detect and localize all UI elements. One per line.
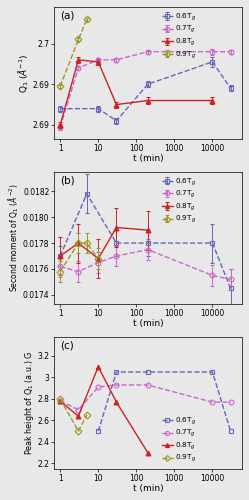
Legend: 0.6T$_g$, 0.7T$_g$, 0.8T$_g$, 0.9T$_g$: 0.6T$_g$, 0.7T$_g$, 0.8T$_g$, 0.9T$_g$	[161, 176, 197, 226]
Y-axis label: Q$_1$ ($\AA^{-1}$): Q$_1$ ($\AA^{-1}$)	[17, 54, 31, 92]
Legend: 0.6T$_g$, 0.7T$_g$, 0.8T$_g$, 0.9T$_g$: 0.6T$_g$, 0.7T$_g$, 0.8T$_g$, 0.9T$_g$	[161, 10, 197, 61]
Text: (b): (b)	[60, 176, 75, 186]
X-axis label: t (min): t (min)	[133, 484, 164, 493]
Y-axis label: Second moment of Q$_1$ ($\AA^{-2}$): Second moment of Q$_1$ ($\AA^{-2}$)	[7, 184, 21, 292]
X-axis label: t (min): t (min)	[133, 154, 164, 164]
Text: (c): (c)	[60, 340, 74, 350]
Y-axis label: Peak height of Q$_1$ (a.u.) G: Peak height of Q$_1$ (a.u.) G	[23, 350, 36, 455]
Text: (a): (a)	[60, 11, 74, 21]
X-axis label: t (min): t (min)	[133, 319, 164, 328]
Legend: 0.6T$_g$, 0.7T$_g$, 0.8T$_g$, 0.9T$_g$: 0.6T$_g$, 0.7T$_g$, 0.8T$_g$, 0.9T$_g$	[161, 414, 197, 465]
